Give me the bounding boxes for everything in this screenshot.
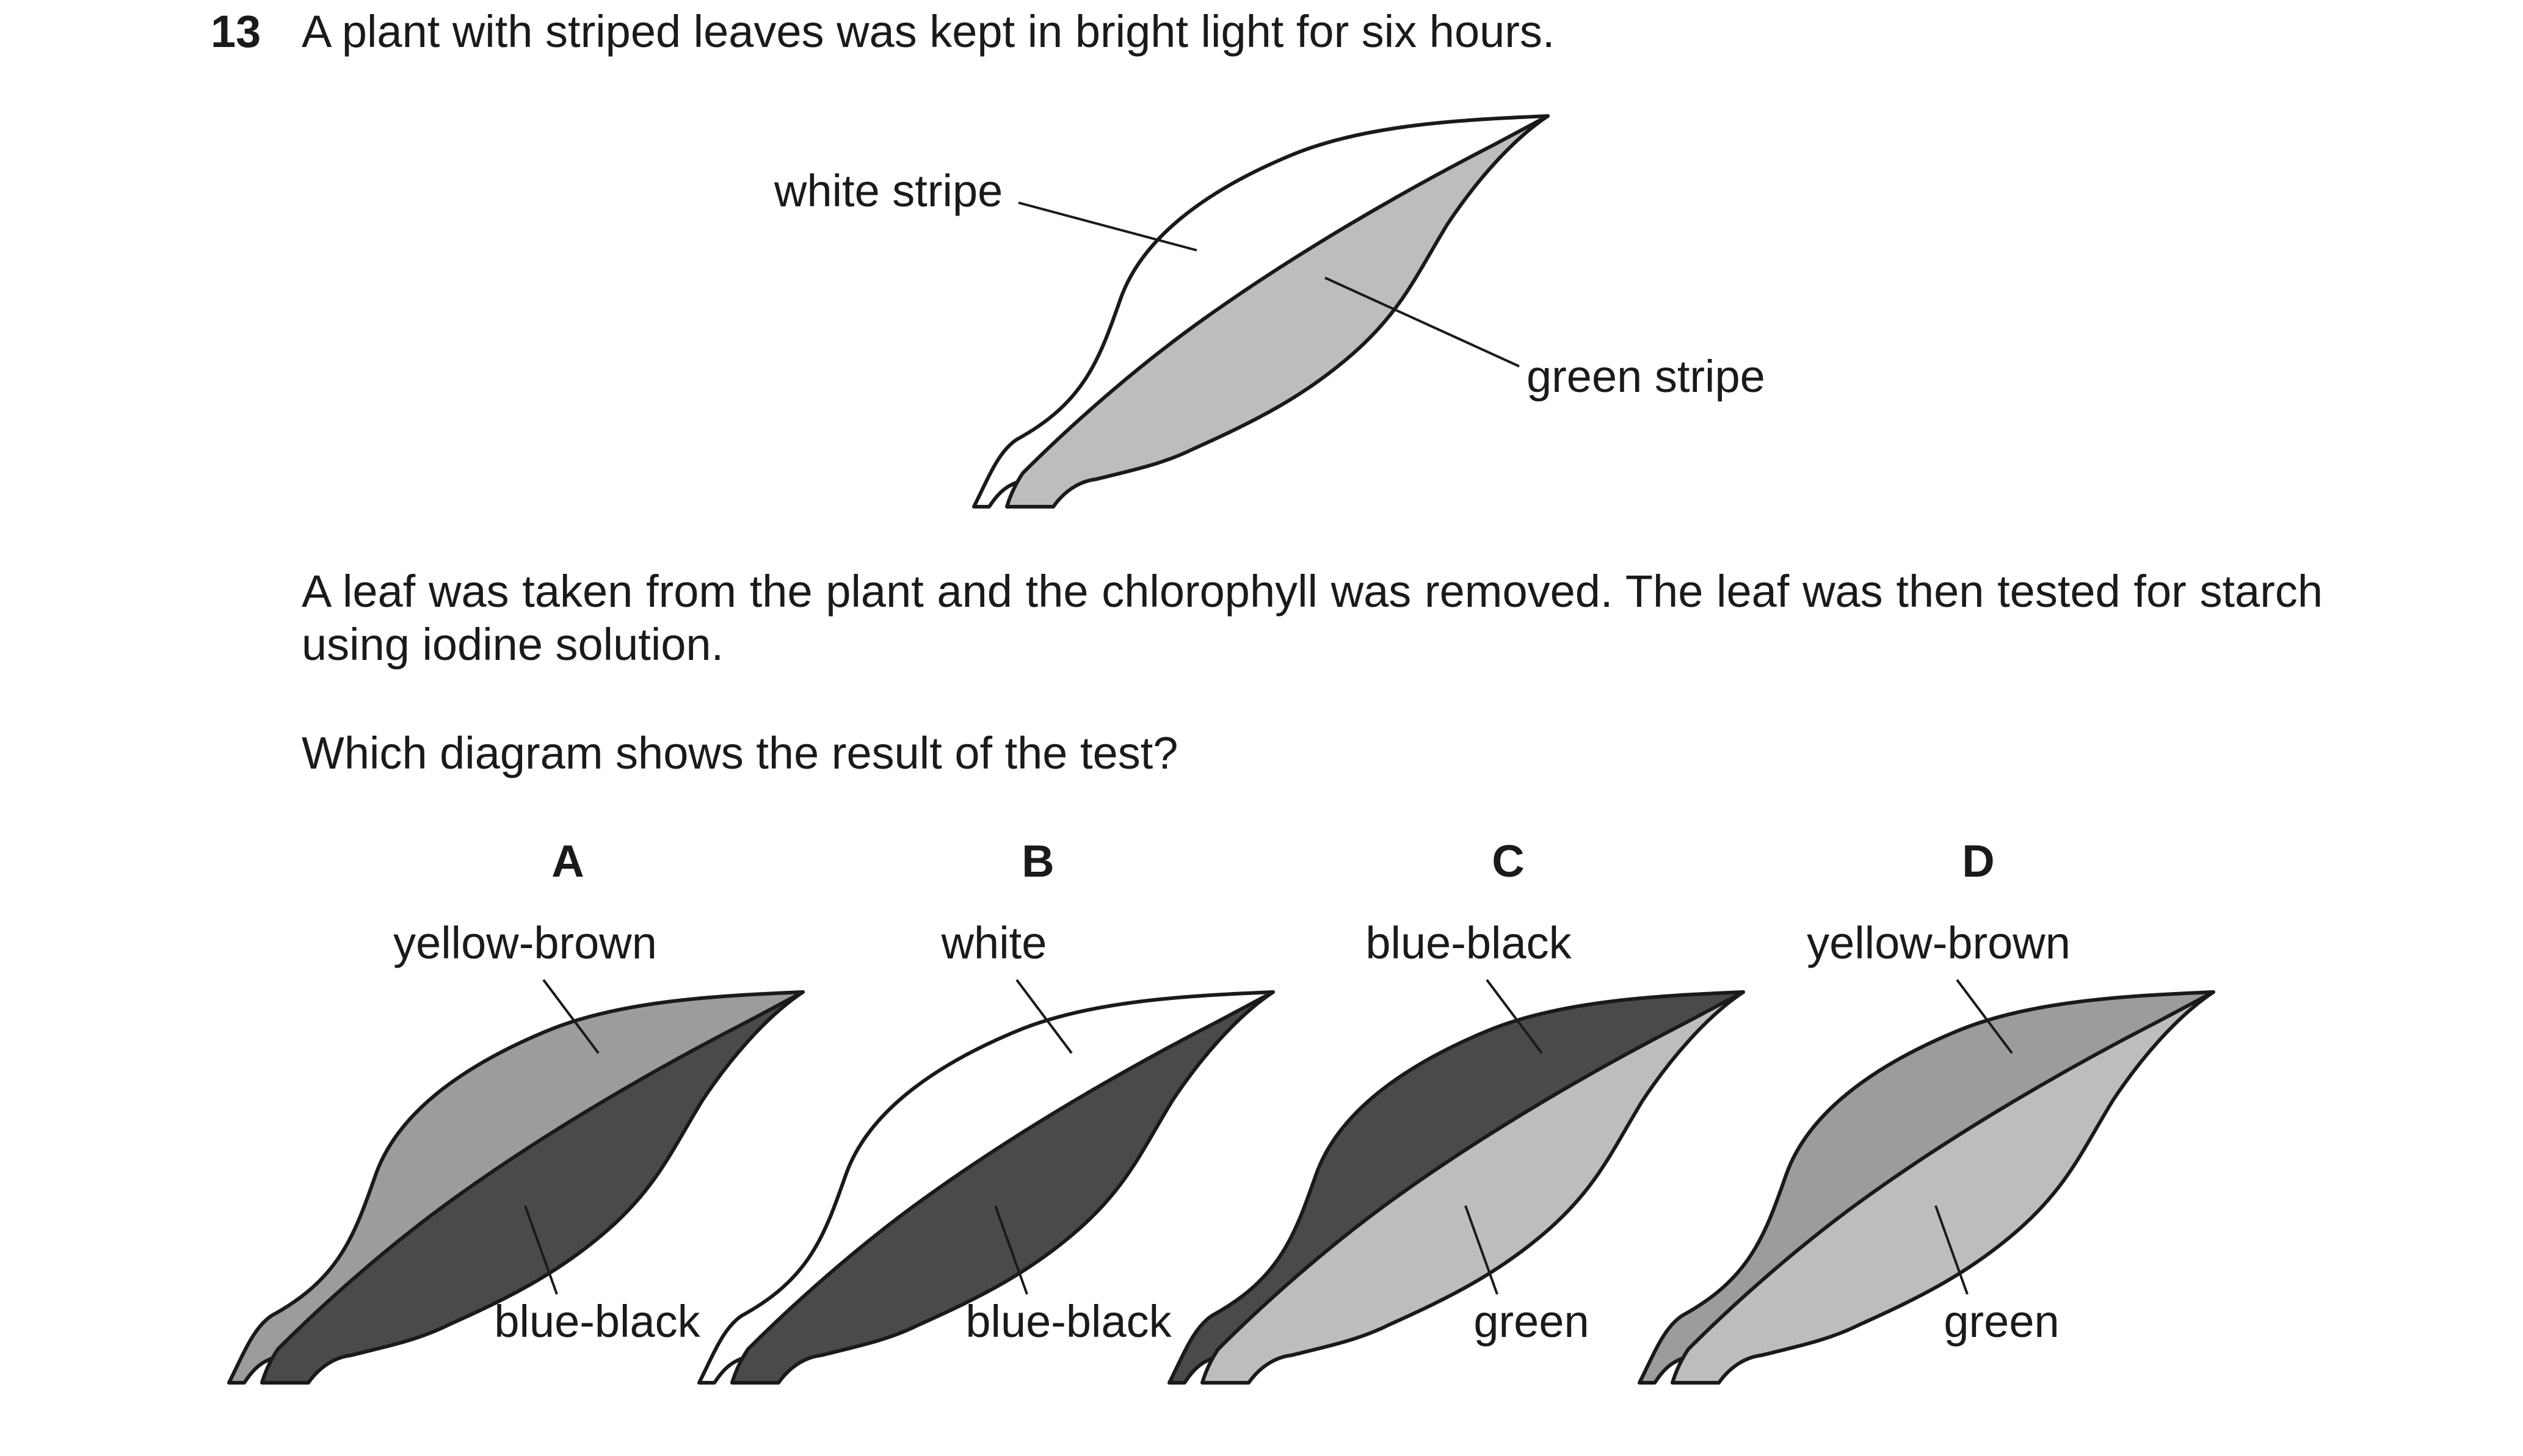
option-a-leaf	[227, 990, 805, 1385]
option-c-letter[interactable]: C	[1492, 836, 1524, 886]
option-c-bottom-pointer	[1464, 1205, 1498, 1295]
option-a-leaf-inner	[260, 990, 805, 1385]
option-b-top-label: white	[941, 918, 1047, 968]
option-b-top-pointer	[1015, 979, 1073, 1054]
option-d-top-pointer	[1956, 979, 2013, 1054]
option-c-leaf	[1167, 990, 1745, 1385]
procedure-paragraph: A leaf was taken from the plant and the …	[302, 566, 2323, 670]
question-stem: A plant with striped leaves was kept in …	[302, 6, 1555, 57]
white-stripe-label: white stripe	[774, 165, 1003, 216]
option-d-bottom-pointer	[1934, 1205, 1969, 1295]
option-b-bottom-label: blue-black	[965, 1296, 1172, 1347]
option-c-top-label: blue-black	[1365, 918, 1572, 968]
option-b-leaf	[697, 990, 1275, 1385]
option-c-top-pointer	[1486, 979, 1543, 1054]
main-leaf-inner	[1005, 114, 1550, 509]
option-b-bottom-pointer	[994, 1205, 1028, 1295]
option-d-top-label: yellow-brown	[1807, 918, 2071, 968]
option-a-top-pointer	[542, 979, 600, 1054]
option-d-bottom-label: green	[1944, 1296, 2059, 1347]
option-d-leaf-inner	[1671, 990, 2215, 1385]
option-a-top-label: yellow-brown	[393, 918, 657, 968]
option-a-bottom-pointer	[524, 1205, 558, 1295]
green-stripe-pointer	[1324, 277, 1520, 368]
question-prompt: Which diagram shows the result of the te…	[302, 728, 1178, 778]
question-number: 13	[211, 6, 261, 57]
white-stripe-pointer	[1018, 201, 1197, 252]
option-a-bottom-label: blue-black	[494, 1296, 700, 1347]
option-b-letter[interactable]: B	[1022, 836, 1054, 886]
main-leaf	[972, 114, 1550, 509]
option-d-leaf	[1638, 990, 2215, 1385]
green-stripe-label: green stripe	[1527, 351, 1765, 402]
option-a-letter[interactable]: A	[551, 836, 584, 886]
option-c-bottom-label: green	[1473, 1296, 1589, 1347]
option-d-letter[interactable]: D	[1962, 836, 1994, 886]
option-b-leaf-inner	[730, 990, 1275, 1385]
option-c-leaf-inner	[1200, 990, 1745, 1385]
